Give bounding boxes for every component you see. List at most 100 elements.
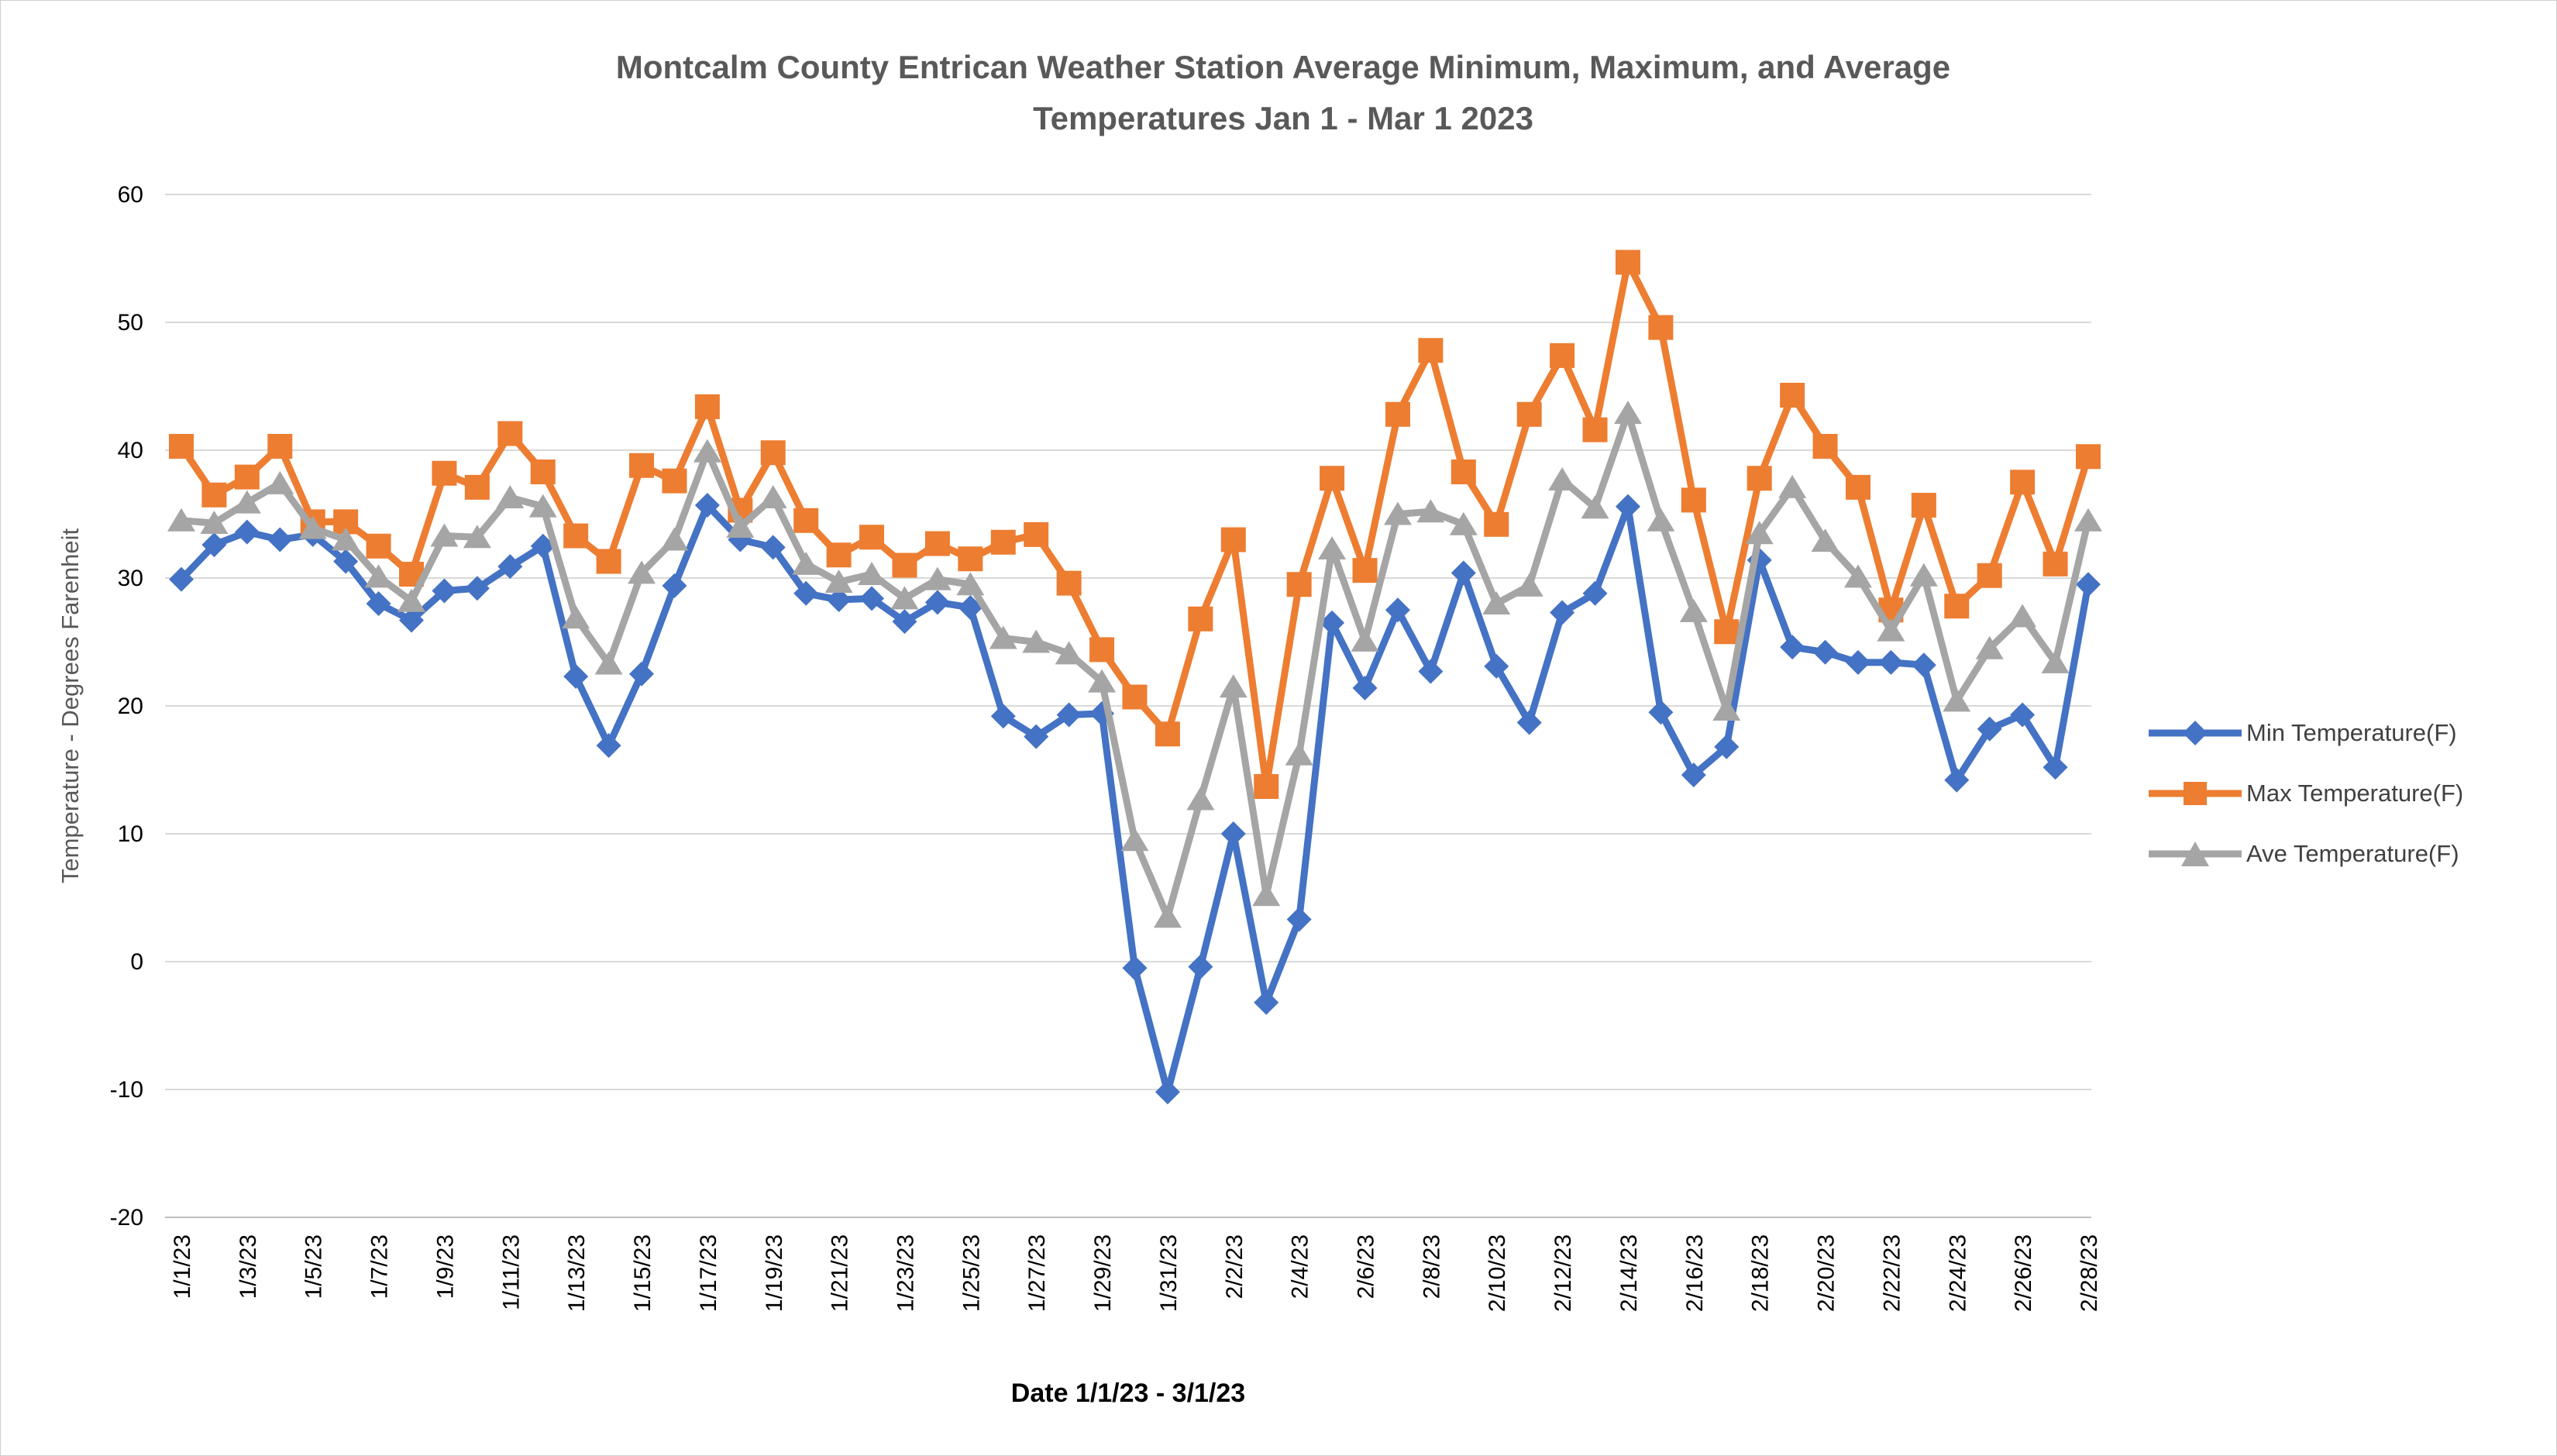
ave-data-point-marker[interactable] xyxy=(1679,598,1708,622)
min-data-point-marker[interactable] xyxy=(1911,652,1936,678)
ave-data-point-marker[interactable] xyxy=(1877,618,1905,642)
ave-data-point-marker[interactable] xyxy=(232,490,261,514)
legend-item-ave[interactable]: Ave Temperature(F) xyxy=(2149,838,2463,869)
ave-data-point-marker[interactable] xyxy=(1843,564,1872,588)
ave-data-point-marker[interactable] xyxy=(759,485,787,509)
ave-data-point-marker[interactable] xyxy=(167,508,195,532)
ave-data-point-marker[interactable] xyxy=(1482,591,1511,614)
max-data-point-marker[interactable] xyxy=(859,525,885,550)
min-data-point-marker[interactable] xyxy=(1812,639,1838,665)
max-data-point-marker[interactable] xyxy=(958,546,983,572)
min-data-point-marker[interactable] xyxy=(1254,990,1279,1015)
min-data-point-marker[interactable] xyxy=(530,533,556,559)
ave-data-point-marker[interactable] xyxy=(1186,787,1215,811)
ave-data-point-marker[interactable] xyxy=(266,470,294,494)
min-data-point-marker[interactable] xyxy=(1944,767,1970,793)
ave-data-point-marker[interactable] xyxy=(364,564,393,588)
ave-data-point-marker[interactable] xyxy=(1449,511,1478,535)
min-data-point-marker[interactable] xyxy=(1582,580,1608,606)
min-data-point-marker[interactable] xyxy=(432,578,457,604)
min-data-point-marker[interactable] xyxy=(1681,762,1706,788)
min-data-point-marker[interactable] xyxy=(892,609,917,635)
ave-data-point-marker[interactable] xyxy=(858,562,886,586)
ave-data-point-marker[interactable] xyxy=(562,605,590,629)
ave-data-point-marker[interactable] xyxy=(1285,742,1313,766)
min-data-point-marker[interactable] xyxy=(826,587,852,613)
min-data-point-marker[interactable] xyxy=(366,591,391,616)
ave-data-point-marker[interactable] xyxy=(2041,649,2070,673)
max-data-point-marker[interactable] xyxy=(1747,466,1772,491)
max-data-point-marker[interactable] xyxy=(1352,558,1378,583)
min-data-point-marker[interactable] xyxy=(1451,560,1476,586)
max-data-point-marker[interactable] xyxy=(1484,511,1509,537)
ave-data-point-marker[interactable] xyxy=(1909,563,1938,587)
max-data-point-marker[interactable] xyxy=(629,453,655,478)
max-data-point-marker[interactable] xyxy=(1714,619,1740,645)
min-data-point-marker[interactable] xyxy=(1977,716,2002,742)
ave-data-point-marker[interactable] xyxy=(628,560,656,584)
max-data-point-marker[interactable] xyxy=(1780,383,1805,408)
min-data-point-marker[interactable] xyxy=(2010,702,2036,728)
ave-data-point-marker[interactable] xyxy=(1351,628,1379,652)
ave-data-point-marker[interactable] xyxy=(2074,508,2102,532)
min-data-point-marker[interactable] xyxy=(399,608,425,633)
min-data-point-marker[interactable] xyxy=(958,594,983,620)
min-data-point-marker[interactable] xyxy=(201,532,227,558)
max-data-point-marker[interactable] xyxy=(432,460,457,486)
ave-data-point-marker[interactable] xyxy=(1943,688,1971,712)
ave-data-point-marker[interactable] xyxy=(1383,501,1412,525)
ave-data-point-marker[interactable] xyxy=(1778,474,1807,498)
min-data-point-marker[interactable] xyxy=(1385,597,1410,623)
ave-data-point-marker[interactable] xyxy=(726,515,755,538)
ave-data-point-marker[interactable] xyxy=(1219,674,1248,698)
ave-data-point-marker[interactable] xyxy=(332,527,360,551)
min-data-point-marker[interactable] xyxy=(234,519,260,545)
max-data-point-marker[interactable] xyxy=(1582,417,1608,442)
ave-data-point-marker[interactable] xyxy=(1647,508,1675,532)
max-data-point-marker[interactable] xyxy=(563,523,589,549)
max-data-point-marker[interactable] xyxy=(169,434,194,460)
legend-item-max[interactable]: Max Temperature(F) xyxy=(2149,778,2463,809)
ave-data-point-marker[interactable] xyxy=(1252,883,1281,907)
min-data-point-marker[interactable] xyxy=(1648,700,1674,725)
min-data-point-marker[interactable] xyxy=(563,664,589,690)
ave-data-point-marker[interactable] xyxy=(890,586,919,610)
max-data-point-marker[interactable] xyxy=(793,508,819,533)
ave-data-point-marker[interactable] xyxy=(1515,573,1543,597)
min-data-point-marker[interactable] xyxy=(267,527,293,552)
ave-data-point-marker[interactable] xyxy=(923,566,952,590)
min-data-point-marker[interactable] xyxy=(1615,494,1640,519)
ave-data-point-marker[interactable] xyxy=(594,651,623,675)
min-data-point-marker[interactable] xyxy=(1122,955,1148,981)
ave-data-point-marker[interactable] xyxy=(1318,536,1347,560)
max-data-point-marker[interactable] xyxy=(1911,492,1936,518)
ave-data-point-marker[interactable] xyxy=(1120,828,1149,852)
ave-data-point-marker[interactable] xyxy=(200,511,229,535)
max-data-point-marker[interactable] xyxy=(1977,563,2002,588)
ave-data-point-marker[interactable] xyxy=(1581,495,1609,519)
max-data-point-marker[interactable] xyxy=(1089,637,1115,663)
max-data-point-marker[interactable] xyxy=(990,529,1016,555)
max-data-point-marker[interactable] xyxy=(2043,551,2068,577)
min-data-point-marker[interactable] xyxy=(1188,954,1213,979)
min-data-point-marker[interactable] xyxy=(629,661,655,687)
max-data-point-marker[interactable] xyxy=(1648,315,1674,340)
min-data-point-marker[interactable] xyxy=(1418,659,1444,684)
max-data-point-marker[interactable] xyxy=(1155,721,1180,747)
max-data-point-marker[interactable] xyxy=(399,562,425,587)
max-data-point-marker[interactable] xyxy=(924,531,950,556)
ave-data-point-marker[interactable] xyxy=(792,551,821,575)
ave-data-point-marker[interactable] xyxy=(1055,641,1083,665)
ave-data-point-marker[interactable] xyxy=(1548,466,1577,490)
max-data-point-marker[interactable] xyxy=(201,482,227,508)
ave-data-point-marker[interactable] xyxy=(430,523,459,547)
max-data-point-marker[interactable] xyxy=(2076,444,2101,470)
max-data-point-marker[interactable] xyxy=(1451,460,1476,485)
min-data-point-marker[interactable] xyxy=(760,535,786,560)
ave-data-point-marker[interactable] xyxy=(1088,669,1117,693)
min-data-point-marker[interactable] xyxy=(793,580,819,606)
max-data-point-marker[interactable] xyxy=(366,533,391,559)
min-data-point-marker[interactable] xyxy=(497,554,523,580)
max-data-point-marker[interactable] xyxy=(234,464,260,490)
max-data-point-marker[interactable] xyxy=(530,460,556,485)
